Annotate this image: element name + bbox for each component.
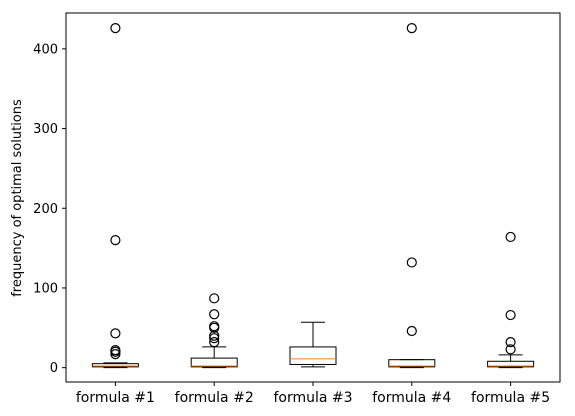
box-iqr xyxy=(487,360,535,368)
plot-area xyxy=(91,23,535,369)
x-tick-label: formula #3 xyxy=(273,390,352,406)
box-iqr xyxy=(190,357,238,368)
box-group xyxy=(190,293,238,369)
outlier-point xyxy=(406,257,417,268)
box-iqr xyxy=(91,363,139,368)
y-tick-label: 200 xyxy=(33,202,58,217)
box-group xyxy=(289,321,337,368)
x-tick-label: formula #4 xyxy=(372,390,451,406)
outlier-point xyxy=(406,23,417,34)
y-tick-label: 100 xyxy=(33,281,58,296)
outlier-point xyxy=(110,328,121,339)
outlier-point xyxy=(406,325,417,337)
x-tick-label: formula #5 xyxy=(471,390,550,406)
outlier-point xyxy=(505,344,516,355)
box-iqr xyxy=(289,346,337,365)
y-tick-label: 400 xyxy=(33,42,58,57)
outlier-point xyxy=(110,345,121,356)
outlier-point xyxy=(209,293,220,304)
outlier-point xyxy=(209,321,220,332)
outlier-point xyxy=(505,337,516,348)
outlier-point xyxy=(110,235,121,246)
box-iqr xyxy=(388,359,436,368)
x-tick-label: formula #1 xyxy=(76,390,155,406)
y-tick-label: 300 xyxy=(33,122,58,137)
outlier-point xyxy=(505,231,516,243)
axes: 0 100 200 300 400 formula #1 formula #2 formula… xyxy=(33,12,561,406)
outlier-point xyxy=(110,23,121,34)
box-group xyxy=(91,23,139,369)
outlier-point xyxy=(505,309,516,321)
y-tick-label: 0 xyxy=(50,361,58,376)
outlier-point xyxy=(209,337,220,348)
box-group xyxy=(388,23,436,369)
outlier-point xyxy=(209,309,220,320)
box-group xyxy=(487,231,535,369)
y-axis-label: frequency of optimal solutions xyxy=(10,99,25,297)
x-tick-label: formula #2 xyxy=(175,390,254,406)
